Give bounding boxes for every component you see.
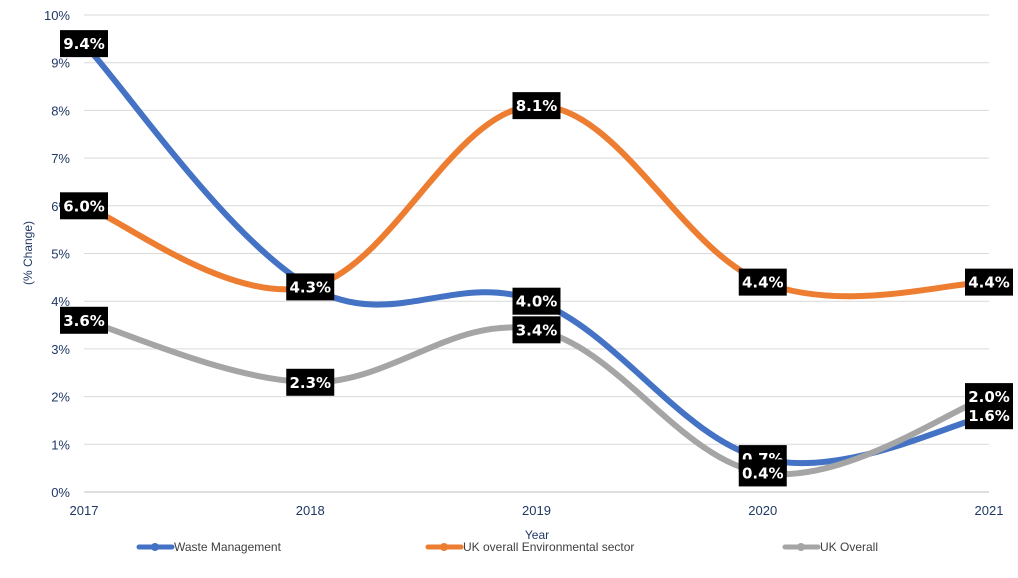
legend-marker xyxy=(440,543,448,551)
data-label: 2.3% xyxy=(286,368,335,396)
data-label-box xyxy=(60,306,108,334)
data-label: 4.4% xyxy=(965,268,1013,296)
y-axis-title: (% Change) xyxy=(21,221,35,285)
legend: Waste Management UK overall Environmental… xyxy=(136,540,878,554)
data-label-text: 9.4% xyxy=(63,35,105,53)
legend-item-uk-environmental-sector: UK overall Environmental sector xyxy=(425,540,634,554)
data-label: 4.4% xyxy=(738,268,787,296)
data-label-text: 3.6% xyxy=(63,312,105,330)
series-line-uk-environmental-sector xyxy=(81,102,992,300)
data-label: 8.1% xyxy=(512,92,561,120)
data-label-box xyxy=(965,383,1013,411)
y-tick-label: 2% xyxy=(51,390,70,405)
data-label-text: 4.0% xyxy=(516,293,558,311)
y-tick-label: 0% xyxy=(51,485,70,500)
x-tick-label: 2017 xyxy=(70,503,99,518)
data-label: 6.0% xyxy=(60,192,108,220)
data-label-text: 4.4% xyxy=(742,274,784,292)
legend-marker xyxy=(797,543,805,551)
data-label-box xyxy=(512,92,561,120)
x-tick-label: 2018 xyxy=(296,503,325,518)
data-labels: 9.4%4.3%4.0%0.7%1.6%6.0%8.1%4.4% 4.4%3.6%… xyxy=(60,30,1013,487)
data-label-text: 2.0% xyxy=(968,388,1010,406)
data-label-box xyxy=(512,287,561,315)
data-label: 0.4% xyxy=(738,459,787,487)
gridlines xyxy=(84,14,989,493)
data-label: 2.0% xyxy=(965,383,1013,411)
series-line-uk-overall xyxy=(81,317,992,478)
x-axis-title: Year xyxy=(525,528,549,542)
data-label-text: 0.4% xyxy=(742,464,784,482)
data-label-box xyxy=(512,316,561,344)
y-tick-label: 10% xyxy=(44,8,70,23)
data-label-text: 8.1% xyxy=(516,97,558,115)
x-axis-ticks: 2017 2018 2019 2020 2021 xyxy=(70,503,1004,518)
data-label: 9.4% xyxy=(60,30,108,58)
data-label-text: 4.4% xyxy=(968,274,1010,292)
x-tick-label: 2020 xyxy=(748,503,777,518)
data-label-box xyxy=(965,268,1013,296)
data-label-box xyxy=(60,30,108,58)
x-tick-label: 2019 xyxy=(522,503,551,518)
legend-label: UK Overall xyxy=(820,540,878,554)
y-tick-label: 8% xyxy=(51,103,70,118)
data-label-box xyxy=(60,192,108,220)
data-label-box xyxy=(738,268,787,296)
y-tick-label: 3% xyxy=(51,342,70,357)
y-tick-label: 7% xyxy=(51,151,70,166)
data-label: 3.6% xyxy=(60,306,108,334)
data-label-text: 2.3% xyxy=(289,374,331,392)
legend-item-waste-management: Waste Management xyxy=(136,540,282,554)
legend-label: UK overall Environmental sector xyxy=(463,540,634,554)
data-label-text: 1.6% xyxy=(968,407,1010,425)
y-tick-label: 1% xyxy=(51,437,70,452)
y-axis-ticks: 0%1%2%3%4%5%6%7%8%9%10% xyxy=(44,8,70,500)
data-label-box xyxy=(286,368,335,396)
data-label-text: 4.3% xyxy=(289,278,331,296)
data-label: 4.3% xyxy=(286,273,335,301)
y-tick-label: 5% xyxy=(51,247,70,262)
y-tick-label: 4% xyxy=(51,294,70,309)
legend-label: Waste Management xyxy=(174,540,282,554)
legend-item-uk-overall: UK Overall xyxy=(782,540,878,554)
y-tick-label: 9% xyxy=(51,56,70,71)
data-label-text: 3.4% xyxy=(516,321,558,339)
data-label-text: 6.0% xyxy=(63,197,105,215)
data-label: 3.4% xyxy=(512,316,561,344)
x-tick-label: 2021 xyxy=(975,503,1004,518)
data-label-box xyxy=(738,459,787,487)
legend-marker xyxy=(151,543,159,551)
data-label: 4.0% xyxy=(512,287,561,315)
data-label-box xyxy=(286,273,335,301)
